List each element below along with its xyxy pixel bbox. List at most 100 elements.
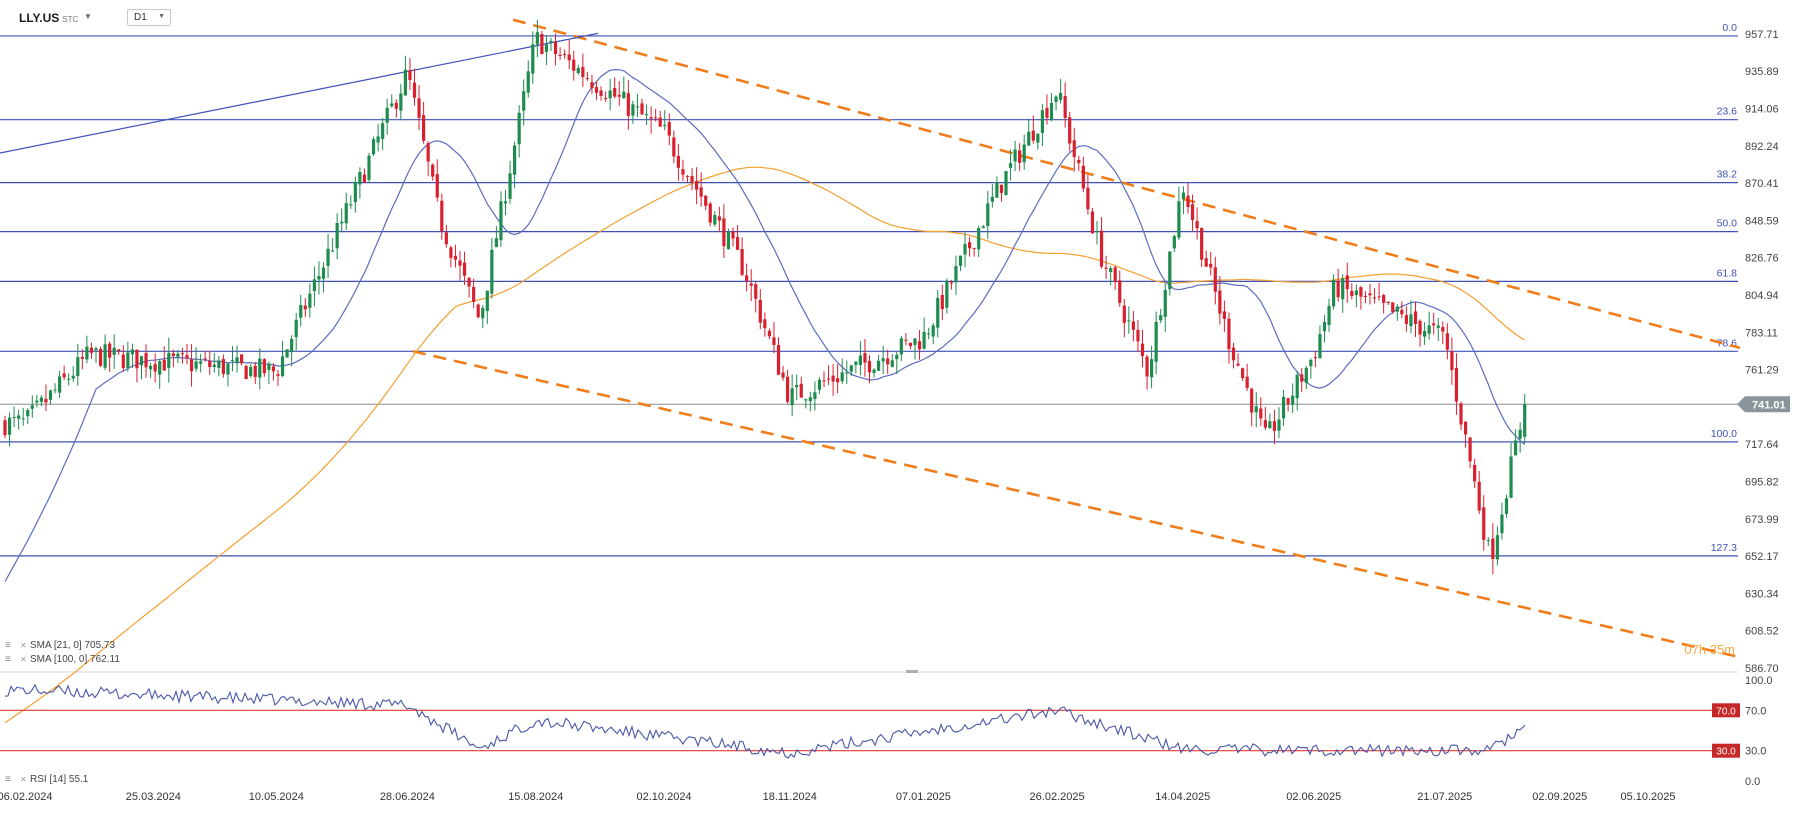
rsi-close-icon[interactable]: ✕ <box>20 775 27 784</box>
candle[interactable] <box>708 201 712 227</box>
candle[interactable] <box>1127 306 1131 334</box>
candle[interactable] <box>1222 300 1226 333</box>
indicator-close-icon[interactable]: ✕ <box>20 641 27 650</box>
candle[interactable] <box>458 251 462 281</box>
candle[interactable] <box>89 342 94 359</box>
candle[interactable] <box>1122 299 1126 338</box>
candle[interactable] <box>1254 391 1258 428</box>
candle[interactable] <box>754 281 758 313</box>
candle[interactable] <box>1404 306 1408 332</box>
candle[interactable] <box>139 355 144 380</box>
candle[interactable] <box>467 276 471 298</box>
candle[interactable] <box>972 247 976 257</box>
candle[interactable] <box>390 94 394 108</box>
candle[interactable] <box>1263 406 1267 430</box>
candle[interactable] <box>303 297 307 317</box>
candle[interactable] <box>1086 174 1090 215</box>
candle[interactable] <box>1395 304 1399 321</box>
candle[interactable] <box>1200 227 1204 268</box>
candle[interactable] <box>126 341 130 372</box>
candle[interactable] <box>1131 310 1135 342</box>
candle[interactable] <box>749 269 753 302</box>
candle[interactable] <box>153 353 157 383</box>
candle[interactable] <box>936 289 940 338</box>
candle[interactable] <box>1391 302 1395 314</box>
candle[interactable] <box>253 362 257 385</box>
candle[interactable] <box>117 349 121 355</box>
candle[interactable] <box>453 244 458 268</box>
candle[interactable] <box>963 232 967 268</box>
candle[interactable] <box>1286 397 1290 412</box>
candle[interactable] <box>613 77 617 99</box>
candle[interactable] <box>1068 111 1072 152</box>
candle[interactable] <box>199 353 203 373</box>
candle[interactable] <box>226 362 230 387</box>
candle[interactable] <box>1304 365 1308 390</box>
candle[interactable] <box>71 366 75 383</box>
candle[interactable] <box>331 238 335 253</box>
candle[interactable] <box>335 213 339 260</box>
candle[interactable] <box>344 192 348 230</box>
candle[interactable] <box>849 365 853 377</box>
candle[interactable] <box>417 84 421 131</box>
candle[interactable] <box>472 278 476 308</box>
candle[interactable] <box>1177 186 1181 241</box>
candle[interactable] <box>112 334 116 369</box>
candle[interactable] <box>1268 413 1272 429</box>
candle[interactable] <box>981 224 985 229</box>
candle[interactable] <box>1172 234 1176 253</box>
candle[interactable] <box>221 354 225 378</box>
candle[interactable] <box>640 98 644 115</box>
candle[interactable] <box>735 224 740 250</box>
candle[interactable] <box>444 225 448 248</box>
candle[interactable] <box>513 141 517 189</box>
candle[interactable] <box>626 80 630 130</box>
candle[interactable] <box>1523 394 1527 444</box>
candle[interactable] <box>590 74 594 94</box>
candle[interactable] <box>171 349 175 368</box>
candle[interactable] <box>922 317 926 350</box>
candle[interactable] <box>1013 140 1017 172</box>
candle[interactable] <box>890 354 894 368</box>
candle[interactable] <box>822 371 826 388</box>
candle[interactable] <box>635 93 640 118</box>
candle[interactable] <box>544 34 549 65</box>
candle[interactable] <box>149 362 153 378</box>
candle[interactable] <box>826 365 831 386</box>
candle[interactable] <box>358 167 362 199</box>
candle[interactable] <box>317 261 321 295</box>
candle[interactable] <box>1313 350 1317 368</box>
candle[interactable] <box>485 290 489 324</box>
candle[interactable] <box>1245 363 1249 392</box>
candle[interactable] <box>203 350 207 362</box>
candle[interactable] <box>854 361 858 374</box>
candle[interactable] <box>722 204 726 258</box>
candle[interactable] <box>1350 283 1354 300</box>
candle[interactable] <box>758 289 762 330</box>
candle[interactable] <box>299 294 303 327</box>
candle[interactable] <box>1363 291 1368 304</box>
candle[interactable] <box>230 346 235 372</box>
candle[interactable] <box>1423 322 1427 345</box>
candle[interactable] <box>594 80 599 100</box>
candle[interactable] <box>1368 283 1372 305</box>
candle[interactable] <box>53 383 57 394</box>
candle[interactable] <box>44 384 48 412</box>
candle[interactable] <box>1054 95 1058 111</box>
candle[interactable] <box>599 86 603 101</box>
candle[interactable] <box>808 391 812 412</box>
indicator-menu-icon[interactable]: ≡ <box>5 640 11 651</box>
candle[interactable] <box>563 49 567 59</box>
candle[interactable] <box>1241 367 1245 381</box>
candle[interactable] <box>654 108 658 122</box>
candle[interactable] <box>540 30 544 55</box>
candle[interactable] <box>267 361 271 385</box>
candle[interactable] <box>440 193 444 240</box>
candle[interactable] <box>731 227 735 247</box>
candle[interactable] <box>649 106 653 134</box>
candle[interactable] <box>290 335 294 367</box>
candle[interactable] <box>394 99 398 118</box>
candle[interactable] <box>1163 282 1167 333</box>
candle[interactable] <box>271 363 276 381</box>
